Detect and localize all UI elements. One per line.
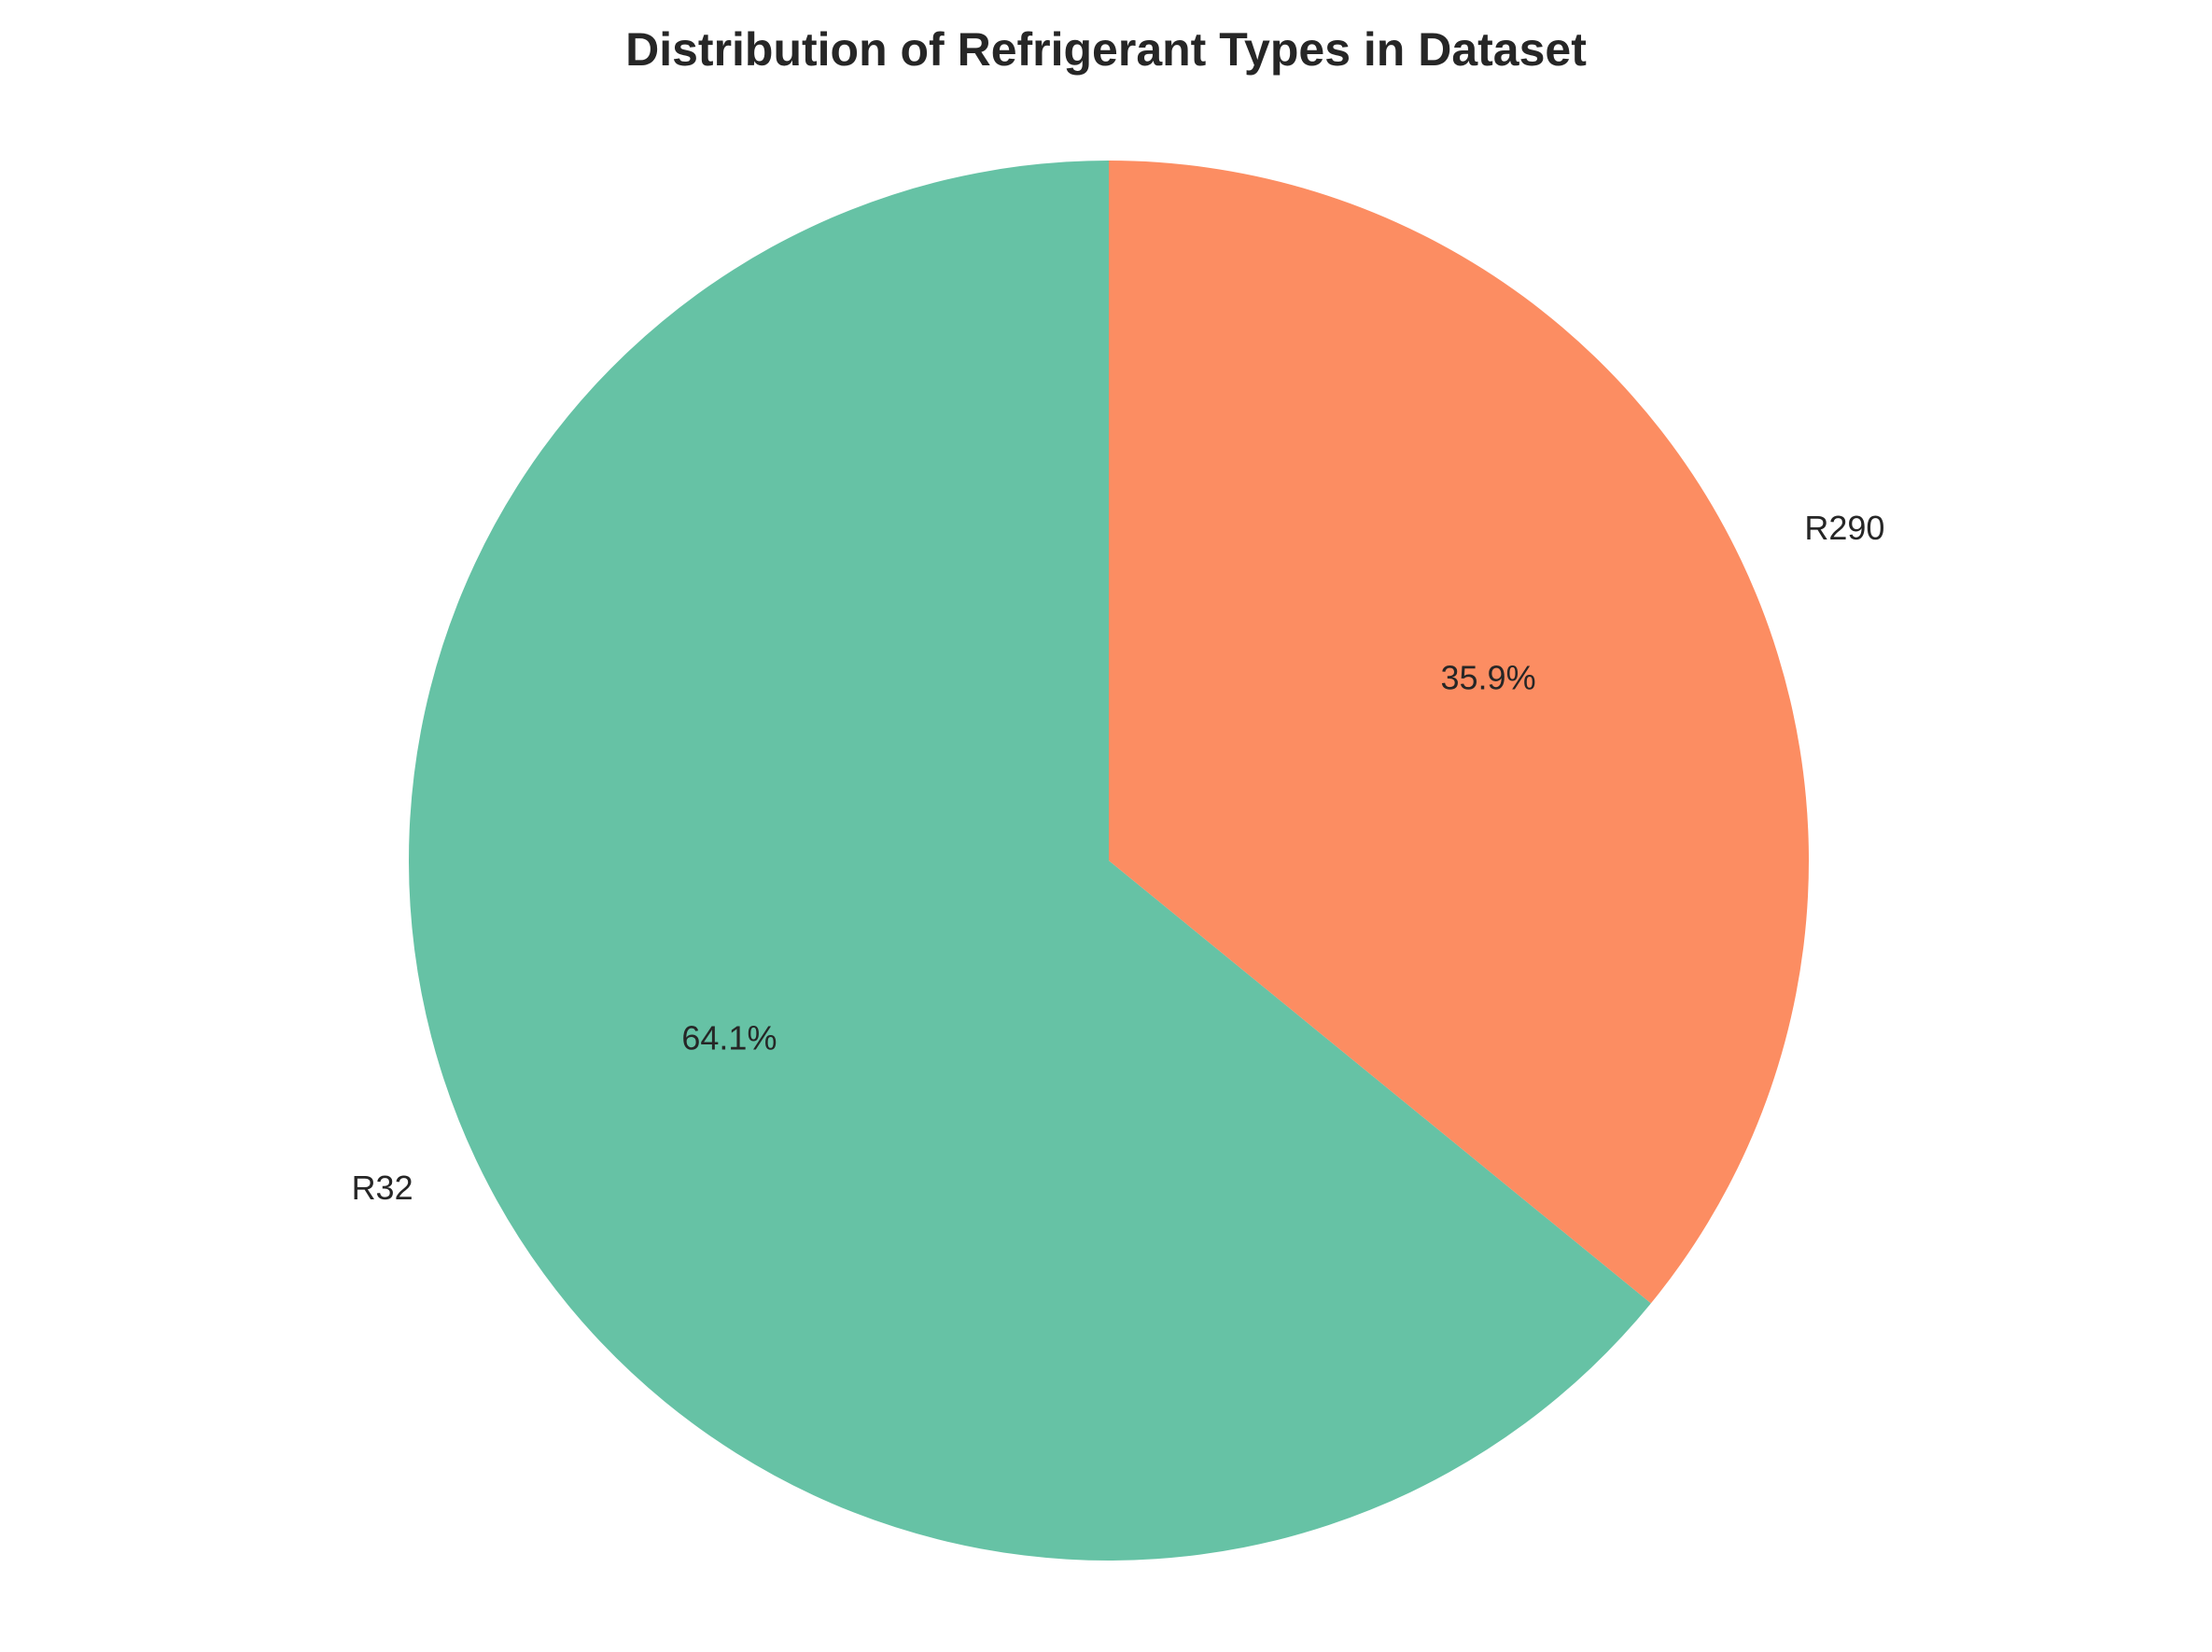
pie-slice-r290 — [1109, 161, 1809, 1304]
chart-title: Distribution of Refrigerant Types in Dat… — [625, 23, 1587, 76]
pie-percent-r32: 64.1% — [681, 1018, 777, 1057]
pie-slices — [408, 161, 1809, 1561]
pie-label-r32: R32 — [352, 1169, 413, 1207]
pie-slice-r32 — [408, 161, 1651, 1561]
pie-label-r290: R290 — [1804, 509, 1884, 547]
pie-labels: R32 64.1% R290 35.9% — [352, 509, 1885, 1207]
pie-percent-r290: 35.9% — [1441, 659, 1536, 697]
